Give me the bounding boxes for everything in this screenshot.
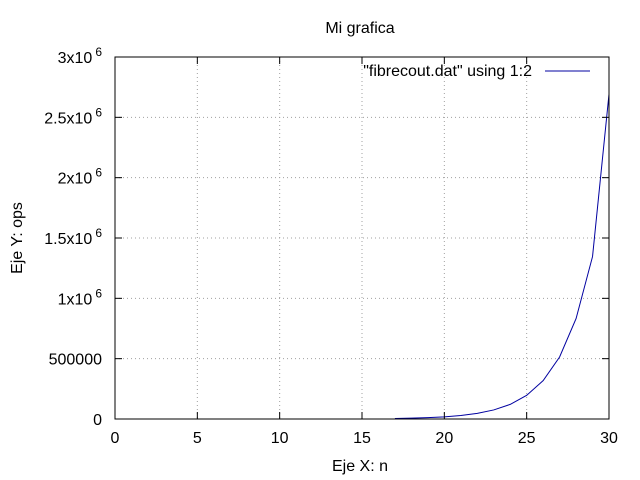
x-tick-labels: 0 5 10 15 20 25 30: [111, 430, 618, 447]
series-layer: [394, 94, 610, 419]
y-tick-label: 3x10 6: [58, 45, 103, 67]
x-tick-label: 30: [600, 430, 618, 447]
grid-lines: [115, 57, 609, 419]
y-tick-label: 0: [93, 412, 102, 429]
series-line: [394, 94, 610, 419]
x-tick-label: 25: [518, 430, 536, 447]
x-axis-title: Eje X: n: [332, 458, 388, 475]
legend: "fibrecout.dat" using 1:2: [363, 63, 590, 80]
chart-title: Mi grafica: [325, 20, 394, 37]
x-tick-label: 0: [111, 430, 120, 447]
x-tick-label: 5: [193, 430, 202, 447]
x-tick-label: 15: [353, 430, 371, 447]
y-tick-label: 2x10 6: [58, 166, 103, 188]
y-tick-label: 1x10 6: [58, 286, 103, 308]
tick-marks: [114, 56, 610, 420]
y-tick-labels: 0 500000 1x10 6 1.5x10 6 2x10 6 2.5x10 6 3x10 6: [44, 45, 102, 429]
y-tick-label: 2.5x10 6: [44, 105, 102, 127]
y-tick-label: 1.5x10 6: [44, 226, 102, 248]
y-axis-title: Eje Y: ops: [9, 202, 26, 274]
x-tick-label: 20: [435, 430, 453, 447]
legend-label: "fibrecout.dat" using 1:2: [363, 63, 532, 80]
x-tick-label: 10: [271, 430, 289, 447]
y-tick-label: 500000: [49, 352, 102, 369]
